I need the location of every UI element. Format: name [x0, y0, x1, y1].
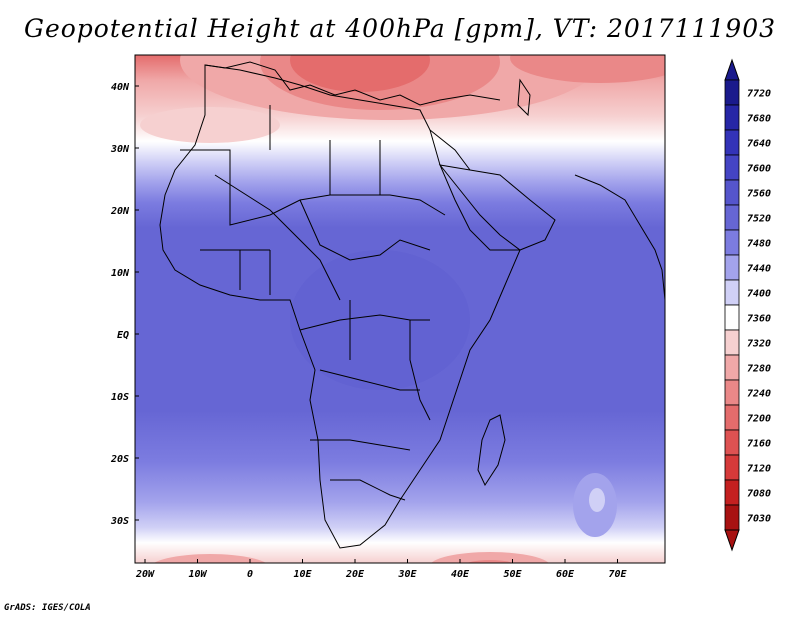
colorbar-label: 7200	[747, 414, 771, 425]
colorbar-swatch	[724, 104, 740, 131]
colorbar-label: 7030	[747, 514, 771, 525]
lat-label: 20N	[110, 206, 130, 217]
colorbar-swatch	[724, 79, 740, 106]
colorbar-swatch	[724, 279, 740, 306]
colorbar-label: 7520	[747, 214, 771, 225]
colorbar-swatch	[724, 429, 740, 456]
credit-text: GrADS: IGES/COLA	[4, 603, 91, 613]
lon-label: 20W	[135, 569, 155, 580]
colorbar-swatch	[724, 254, 740, 281]
colorbar-label: 7080	[747, 489, 771, 500]
colorbar-swatch	[724, 479, 740, 506]
colorbar-swatch	[724, 404, 740, 431]
colorbar-label: 7120	[747, 464, 771, 475]
colorbar-swatch	[724, 354, 740, 381]
colorbar-label: 7440	[747, 264, 771, 275]
lon-label: 10W	[188, 569, 207, 580]
colorbar-swatch	[724, 229, 740, 256]
colorbar-label: 7480	[747, 239, 771, 250]
colorbar-label: 7680	[747, 114, 771, 125]
colorbar-swatch	[724, 304, 740, 331]
colorbar-label: 7280	[747, 364, 771, 375]
colorbar-label: 7720	[747, 89, 771, 100]
colorbar-swatch	[724, 154, 740, 181]
lat-label: 40N	[111, 82, 130, 93]
colorbar-bottom-arrow	[724, 529, 740, 552]
colorbar-swatch	[724, 504, 740, 531]
colorbar-label: 7160	[747, 439, 771, 450]
colorbar-swatch	[724, 379, 740, 406]
lat-label: 10S	[111, 392, 129, 403]
lon-label: 60E	[556, 569, 575, 580]
lat-label: 20S	[110, 454, 129, 465]
lat-label: EQ	[117, 330, 129, 341]
colorbar-top-arrow	[724, 58, 740, 81]
colorbar-swatch	[724, 329, 740, 356]
coastlines	[159, 61, 665, 549]
lat-label: 10N	[111, 268, 130, 279]
colorbar-swatch	[724, 179, 740, 206]
colorbar-label: 7360	[747, 314, 771, 325]
lon-label: 0	[247, 569, 253, 580]
height-field	[135, 55, 665, 563]
colorbar-swatch	[724, 204, 740, 231]
colorbar-label: 7240	[747, 389, 771, 400]
longitude-axis: 20W 10W 0 10E 20E 30E 40E 50E 60E 70E	[135, 559, 628, 580]
plot-frame	[134, 54, 666, 564]
lon-label: 70E	[608, 569, 627, 580]
map-title: Geopotential Height at 400hPa [gpm], VT:…	[23, 14, 777, 43]
lon-label: 20E	[345, 569, 365, 580]
colorbar-swatch	[724, 454, 740, 481]
lon-label: 10E	[293, 569, 312, 580]
lon-label: 30E	[397, 569, 417, 580]
colorbar-label: 7400	[747, 289, 771, 300]
lat-label: 30N	[110, 144, 130, 155]
colorbar-label: 7560	[747, 189, 771, 200]
lon-label: 50E	[503, 569, 522, 580]
colorbar-label: 7600	[747, 164, 771, 175]
lat-label: 30S	[110, 516, 129, 527]
colorbar-label: 7640	[747, 139, 771, 150]
lon-label: 40E	[451, 569, 470, 580]
colorbar-label: 7320	[747, 339, 771, 350]
latitude-axis: 40N 30N 20N 10N EQ 10S 20S 30S	[110, 82, 139, 527]
colorbar: 7720 7680 7640 7600 7560 7520 7480 7440 7400 7360…	[724, 58, 771, 552]
colorbar-swatch	[724, 129, 740, 156]
